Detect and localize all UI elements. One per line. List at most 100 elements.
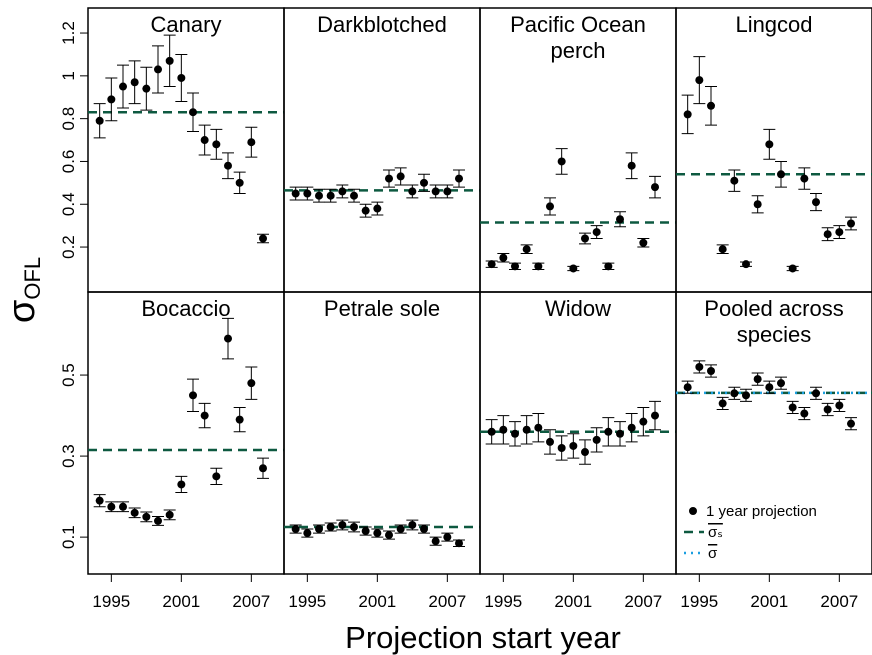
- x-tick-label: 2001: [162, 592, 200, 611]
- y-tick-label: 0.4: [59, 192, 78, 216]
- data-point: [569, 264, 578, 273]
- data-point: [592, 435, 601, 444]
- y-tick-label: 0.2: [59, 235, 78, 259]
- data-point: [546, 437, 554, 446]
- data-point: [303, 189, 312, 198]
- data-point: [730, 176, 739, 185]
- y-axis-label: σOFL: [1, 257, 45, 323]
- data-point: [189, 391, 197, 400]
- data-point: [742, 260, 750, 269]
- y-tick-label: 0.5: [59, 363, 78, 387]
- x-tick-label: 1995: [484, 592, 522, 611]
- data-point: [742, 391, 750, 400]
- data-point: [385, 174, 393, 183]
- data-point: [616, 429, 624, 438]
- data-point: [326, 191, 335, 200]
- panel-title: Canary: [151, 12, 222, 37]
- data-point: [499, 253, 508, 262]
- data-point: [788, 264, 797, 273]
- x-tick-label: 1995: [288, 592, 326, 611]
- data-point: [165, 56, 174, 65]
- y-tick-label: 1: [59, 71, 78, 80]
- data-point: [107, 95, 116, 104]
- data-point: [247, 379, 256, 388]
- data-point: [200, 136, 209, 145]
- data-point: [95, 116, 104, 125]
- panel-frame: [283, 291, 481, 575]
- data-point: [361, 527, 370, 536]
- x-tick-label: 2001: [554, 592, 592, 611]
- panel-title: Pooled across: [704, 296, 843, 321]
- y-tick-label: 0.8: [59, 107, 78, 131]
- data-point: [627, 161, 636, 170]
- data-point: [707, 101, 715, 110]
- data-point: [130, 78, 139, 87]
- data-point: [683, 383, 692, 392]
- panel-title: Darkblotched: [317, 12, 447, 37]
- data-point: [189, 108, 197, 117]
- y-axis-symbol: σ: [1, 300, 43, 323]
- panel-title: perch: [550, 38, 605, 63]
- data-point: [511, 429, 519, 438]
- data-point: [718, 245, 727, 254]
- data-point: [315, 191, 323, 200]
- y-tick-label: 0.1: [59, 525, 78, 549]
- data-point: [303, 529, 312, 538]
- data-point: [511, 262, 519, 271]
- data-point: [455, 539, 463, 548]
- data-point: [338, 520, 347, 529]
- data-point: [291, 189, 300, 198]
- data-point: [212, 140, 221, 149]
- x-tick-label: 2007: [428, 592, 466, 611]
- data-point: [777, 170, 785, 179]
- data-point: [823, 405, 832, 414]
- data-point: [107, 502, 116, 511]
- data-point: [651, 183, 659, 192]
- data-point: [259, 464, 267, 473]
- data-point: [604, 262, 613, 271]
- data-point: [224, 334, 232, 343]
- data-point: [361, 206, 370, 215]
- data-point: [154, 516, 162, 525]
- data-point: [408, 520, 417, 529]
- data-point: [522, 425, 531, 434]
- data-point: [259, 234, 267, 243]
- panel-title: Lingcod: [735, 12, 812, 37]
- x-tick-label: 2007: [820, 592, 858, 611]
- data-point: [373, 529, 382, 538]
- data-point: [557, 443, 566, 452]
- data-point: [730, 389, 739, 398]
- data-point: [291, 525, 300, 534]
- data-point: [534, 423, 543, 432]
- data-point: [235, 415, 244, 424]
- panel-title: Bocaccio: [141, 296, 230, 321]
- data-point: [420, 178, 428, 187]
- panel-title: species: [737, 322, 812, 347]
- data-point: [695, 362, 704, 371]
- x-tick-label: 1995: [680, 592, 718, 611]
- data-point: [142, 84, 151, 93]
- data-point: [499, 425, 508, 434]
- data-point: [420, 525, 428, 534]
- data-point: [455, 174, 463, 183]
- legend-label: σ: [708, 545, 718, 562]
- x-tick-label: 1995: [92, 592, 130, 611]
- data-point: [604, 427, 613, 436]
- panel-frame: [87, 291, 285, 575]
- data-point: [487, 260, 496, 269]
- data-point: [431, 537, 440, 546]
- panel-frame: [283, 7, 481, 293]
- data-point: [177, 73, 186, 82]
- y-axis-subscript: OFL: [20, 257, 45, 300]
- data-point: [847, 419, 855, 428]
- x-axis-label: Projection start year: [345, 620, 621, 655]
- data-point: [534, 262, 543, 271]
- data-point: [835, 228, 844, 237]
- data-point: [212, 472, 221, 481]
- data-point: [765, 140, 774, 149]
- data-point: [616, 215, 624, 224]
- x-tick-label: 2001: [750, 592, 788, 611]
- data-point: [788, 403, 797, 412]
- data-point: [385, 531, 393, 540]
